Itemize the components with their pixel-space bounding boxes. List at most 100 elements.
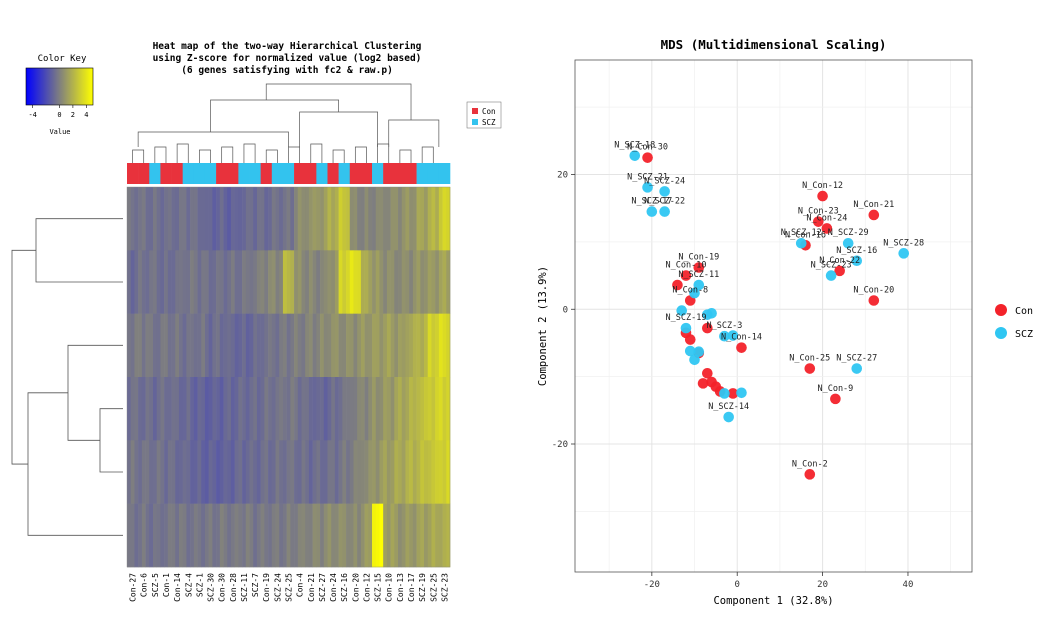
heatmap-cell xyxy=(138,440,143,504)
point-label: N_Con-19 xyxy=(678,252,719,262)
heatmap-cell xyxy=(175,503,180,568)
x-tick-label: -20 xyxy=(644,580,660,590)
heatmap-cell xyxy=(297,313,302,378)
heatmap-cell xyxy=(286,250,291,314)
heatmap-cell xyxy=(216,187,221,251)
heatmap-cell xyxy=(379,377,384,441)
heatmap-cell xyxy=(286,503,291,568)
point-scz xyxy=(689,287,700,299)
heatmap-cell xyxy=(360,250,365,314)
heatmap-cell xyxy=(212,313,217,378)
heatmap-cell xyxy=(390,503,395,568)
heatmap-cell xyxy=(190,250,195,314)
heatmap-cell xyxy=(204,440,209,504)
heatmap-cell xyxy=(308,187,313,251)
group-bar-cell xyxy=(227,163,239,184)
point-scz xyxy=(693,279,705,291)
column-label: SCZ-5 xyxy=(151,573,160,597)
point-label: N_SCZ-22 xyxy=(644,197,685,207)
heatmap-cell xyxy=(294,187,299,251)
point-label: N_SCZ-27 xyxy=(836,354,877,364)
heatmap-cell xyxy=(364,250,369,314)
heatmap-cell xyxy=(227,313,232,378)
heatmap-cell xyxy=(182,440,187,504)
point-label: N_Con-24 xyxy=(806,213,847,223)
heatmap-cell xyxy=(427,503,432,568)
column-label: SCZ-16 xyxy=(340,573,349,602)
legend-marker-con xyxy=(995,304,1007,316)
point-scz xyxy=(680,322,692,334)
heatmap-cell xyxy=(353,313,358,378)
dendro-branch xyxy=(354,146,367,163)
heatmap-cell xyxy=(338,503,343,568)
heatmap-cell xyxy=(256,187,261,251)
heatmap-cell xyxy=(334,250,339,314)
heatmap-cell xyxy=(245,250,250,314)
heatmap-cell xyxy=(342,313,347,378)
point-scz xyxy=(689,354,700,366)
heatmap-cell xyxy=(253,440,258,504)
heatmap-cell xyxy=(156,250,161,314)
color-key-title: Color Key xyxy=(38,54,87,64)
heatmap-cell xyxy=(134,440,139,504)
point-label: N_SCZ-16 xyxy=(836,246,877,256)
heatmap-cell xyxy=(175,440,180,504)
heatmap-cell xyxy=(409,440,414,504)
heatmap-cell xyxy=(249,377,254,441)
point-scz xyxy=(719,330,730,342)
heatmap-cell xyxy=(338,187,343,251)
heatmap-cell xyxy=(372,503,377,568)
heatmap-cell xyxy=(223,250,228,314)
heatmap-cell xyxy=(305,377,310,441)
heatmap-cell xyxy=(424,187,429,251)
group-bar-cell xyxy=(193,163,206,184)
heatmap-cell xyxy=(379,313,384,378)
column-label: Con-28 xyxy=(229,573,238,602)
heatmap-cell xyxy=(171,313,176,378)
heatmap-cell xyxy=(346,377,351,441)
heatmap-cell xyxy=(316,377,321,441)
column-label: SCZ-11 xyxy=(240,573,249,602)
point-label: N_Con-30 xyxy=(627,143,668,153)
heatmap-cell xyxy=(256,313,261,378)
heatmap-cell xyxy=(256,250,261,314)
heatmap-cell xyxy=(301,313,306,378)
heatmap-cell xyxy=(308,377,313,441)
heatmap-cell xyxy=(327,313,332,378)
heatmap-cell xyxy=(431,377,436,441)
group-bar-cell xyxy=(294,163,306,184)
point-label: N_SCZ-18 xyxy=(614,141,655,151)
column-label: SCZ-19 xyxy=(418,573,427,602)
heatmap-cell xyxy=(260,187,265,251)
heatmap-cell xyxy=(268,377,273,441)
heatmap-cell xyxy=(268,250,273,314)
heatmap-cell xyxy=(282,250,287,314)
dendro-branch xyxy=(99,408,123,473)
heatmap-cell xyxy=(201,250,206,314)
heatmap-cell xyxy=(416,440,421,504)
heatmap-cell xyxy=(164,313,169,378)
heatmap-cell xyxy=(208,187,213,251)
heatmap-cell xyxy=(360,377,365,441)
heatmap-cell xyxy=(182,187,187,251)
point-scz xyxy=(659,186,670,197)
heatmap-cell xyxy=(167,377,172,441)
heatmap-cell xyxy=(219,250,224,314)
heatmap-cell xyxy=(346,503,351,568)
heatmap-cell xyxy=(372,377,377,441)
heatmap-cell xyxy=(149,313,154,378)
heatmap-cell xyxy=(230,503,235,568)
heatmap-cell xyxy=(290,250,295,314)
heatmap-cell xyxy=(353,440,358,504)
point-scz xyxy=(736,387,747,399)
heatmap-cell xyxy=(212,187,217,251)
color-key-tick-label: 4 xyxy=(84,111,88,119)
heatmap-cell xyxy=(275,377,280,441)
heatmap-cell xyxy=(268,187,273,251)
y-tick-label: 0 xyxy=(563,305,568,315)
heatmap-cell xyxy=(256,503,261,568)
heatmap-cell xyxy=(386,503,391,568)
heatmap-cell xyxy=(223,377,228,441)
heatmap-chart: Color Key -4 0 2 4 Value Heat map of the two-w… xyxy=(11,41,502,602)
heatmap-cell xyxy=(186,503,191,568)
